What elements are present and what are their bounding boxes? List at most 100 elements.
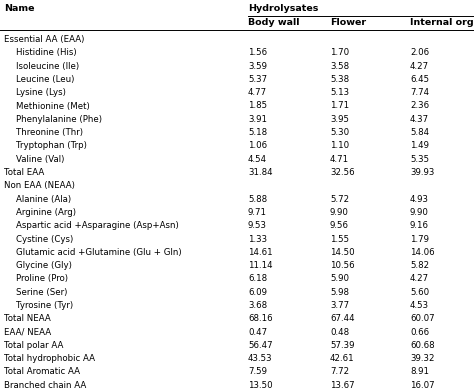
Text: 5.88: 5.88	[248, 195, 267, 204]
Text: 13.50: 13.50	[248, 381, 273, 390]
Text: 8.91: 8.91	[410, 367, 429, 376]
Text: 6.18: 6.18	[248, 275, 267, 284]
Text: Name: Name	[4, 4, 35, 13]
Text: 0.66: 0.66	[410, 328, 429, 337]
Text: 56.47: 56.47	[248, 341, 273, 350]
Text: Lysine (Lys): Lysine (Lys)	[16, 88, 66, 97]
Text: 39.32: 39.32	[410, 354, 435, 363]
Text: 42.61: 42.61	[330, 354, 355, 363]
Text: 1.79: 1.79	[410, 234, 429, 243]
Text: Body wall: Body wall	[248, 18, 300, 27]
Text: 0.48: 0.48	[330, 328, 349, 337]
Text: Arginine (Arg): Arginine (Arg)	[16, 208, 76, 217]
Text: 14.06: 14.06	[410, 248, 435, 257]
Text: Threonine (Thr): Threonine (Thr)	[16, 128, 83, 137]
Text: 5.38: 5.38	[330, 75, 349, 84]
Text: Serine (Ser): Serine (Ser)	[16, 288, 67, 297]
Text: 1.70: 1.70	[330, 48, 349, 57]
Text: 4.27: 4.27	[410, 275, 429, 284]
Text: Total hydrophobic AA: Total hydrophobic AA	[4, 354, 95, 363]
Text: 6.45: 6.45	[410, 75, 429, 84]
Text: 9.16: 9.16	[410, 221, 429, 230]
Text: 5.37: 5.37	[248, 75, 267, 84]
Text: 3.68: 3.68	[248, 301, 267, 310]
Text: Phenylalanine (Phe): Phenylalanine (Phe)	[16, 115, 102, 124]
Text: EAA/ NEAA: EAA/ NEAA	[4, 328, 51, 337]
Text: 1.49: 1.49	[410, 142, 429, 151]
Text: Total polar AA: Total polar AA	[4, 341, 64, 350]
Text: Leucine (Leu): Leucine (Leu)	[16, 75, 74, 84]
Text: 9.90: 9.90	[330, 208, 349, 217]
Text: Alanine (Ala): Alanine (Ala)	[16, 195, 71, 204]
Text: Cystine (Cys): Cystine (Cys)	[16, 234, 73, 243]
Text: 5.13: 5.13	[330, 88, 349, 97]
Text: 9.56: 9.56	[330, 221, 349, 230]
Text: Aspartic acid +Asparagine (Asp+Asn): Aspartic acid +Asparagine (Asp+Asn)	[16, 221, 179, 230]
Text: 57.39: 57.39	[330, 341, 355, 350]
Text: 5.82: 5.82	[410, 261, 429, 270]
Text: 11.14: 11.14	[248, 261, 273, 270]
Text: Histidine (His): Histidine (His)	[16, 48, 77, 57]
Text: 60.68: 60.68	[410, 341, 435, 350]
Text: 4.93: 4.93	[410, 195, 429, 204]
Text: 5.30: 5.30	[330, 128, 349, 137]
Text: 1.10: 1.10	[330, 142, 349, 151]
Text: 1.06: 1.06	[248, 142, 267, 151]
Text: 10.56: 10.56	[330, 261, 355, 270]
Text: 5.35: 5.35	[410, 155, 429, 164]
Text: 5.98: 5.98	[330, 288, 349, 297]
Text: 9.53: 9.53	[248, 221, 267, 230]
Text: Internal organs: Internal organs	[410, 18, 474, 27]
Text: Hydrolysates: Hydrolysates	[248, 4, 319, 13]
Text: 7.74: 7.74	[410, 88, 429, 97]
Text: 5.18: 5.18	[248, 128, 267, 137]
Text: 4.77: 4.77	[248, 88, 267, 97]
Text: 39.93: 39.93	[410, 168, 434, 177]
Text: Total Aromatic AA: Total Aromatic AA	[4, 367, 80, 376]
Text: 5.84: 5.84	[410, 128, 429, 137]
Text: 3.77: 3.77	[330, 301, 349, 310]
Text: 9.71: 9.71	[248, 208, 267, 217]
Text: Total NEAA: Total NEAA	[4, 314, 51, 323]
Text: 1.33: 1.33	[248, 234, 267, 243]
Text: Flower: Flower	[330, 18, 366, 27]
Text: Non EAA (NEAA): Non EAA (NEAA)	[4, 181, 75, 190]
Text: Essential AA (EAA): Essential AA (EAA)	[4, 35, 84, 44]
Text: 3.95: 3.95	[330, 115, 349, 124]
Text: 4.37: 4.37	[410, 115, 429, 124]
Text: Total EAA: Total EAA	[4, 168, 44, 177]
Text: 4.27: 4.27	[410, 62, 429, 71]
Text: 1.85: 1.85	[248, 101, 267, 110]
Text: 43.53: 43.53	[248, 354, 273, 363]
Text: Valine (Val): Valine (Val)	[16, 155, 64, 164]
Text: Proline (Pro): Proline (Pro)	[16, 275, 68, 284]
Text: 3.58: 3.58	[330, 62, 349, 71]
Text: 3.91: 3.91	[248, 115, 267, 124]
Text: 67.44: 67.44	[330, 314, 355, 323]
Text: 32.56: 32.56	[330, 168, 355, 177]
Text: 60.07: 60.07	[410, 314, 435, 323]
Text: 4.54: 4.54	[248, 155, 267, 164]
Text: 1.71: 1.71	[330, 101, 349, 110]
Text: 13.67: 13.67	[330, 381, 355, 390]
Text: Methionine (Met): Methionine (Met)	[16, 101, 90, 110]
Text: 68.16: 68.16	[248, 314, 273, 323]
Text: 7.59: 7.59	[248, 367, 267, 376]
Text: 6.09: 6.09	[248, 288, 267, 297]
Text: 4.71: 4.71	[330, 155, 349, 164]
Text: 5.72: 5.72	[330, 195, 349, 204]
Text: Glutamic acid +Glutamine (Glu + Gln): Glutamic acid +Glutamine (Glu + Gln)	[16, 248, 182, 257]
Text: Isoleucine (Ile): Isoleucine (Ile)	[16, 62, 79, 71]
Text: Glycine (Gly): Glycine (Gly)	[16, 261, 72, 270]
Text: 14.61: 14.61	[248, 248, 273, 257]
Text: 14.50: 14.50	[330, 248, 355, 257]
Text: 2.36: 2.36	[410, 101, 429, 110]
Text: Tyrosine (Tyr): Tyrosine (Tyr)	[16, 301, 73, 310]
Text: 0.47: 0.47	[248, 328, 267, 337]
Text: 31.84: 31.84	[248, 168, 273, 177]
Text: 16.07: 16.07	[410, 381, 435, 390]
Text: 9.90: 9.90	[410, 208, 429, 217]
Text: 5.60: 5.60	[410, 288, 429, 297]
Text: 1.55: 1.55	[330, 234, 349, 243]
Text: 4.53: 4.53	[410, 301, 429, 310]
